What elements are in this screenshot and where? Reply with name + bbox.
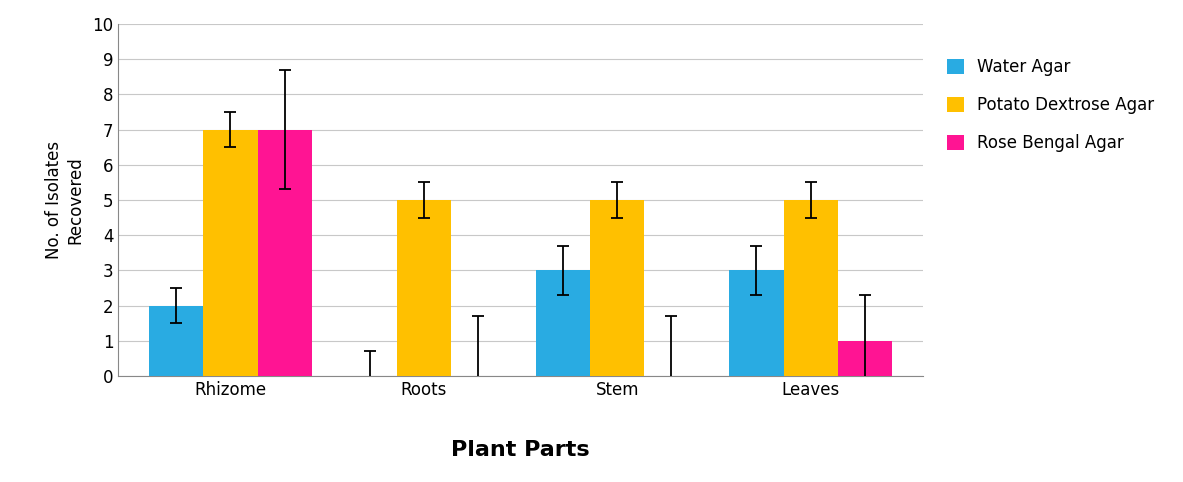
Bar — [203, 130, 258, 376]
Bar — [536, 270, 590, 376]
Bar — [730, 270, 783, 376]
Bar — [590, 200, 645, 376]
Legend: Water Agar, Potato Dextrose Agar, Rose Bengal Agar: Water Agar, Potato Dextrose Agar, Rose B… — [939, 50, 1163, 161]
Bar — [258, 130, 311, 376]
Bar — [783, 200, 838, 376]
X-axis label: Plant Parts: Plant Parts — [451, 441, 590, 460]
Y-axis label: No. of Isolates
Recovered: No. of Isolates Recovered — [45, 141, 84, 259]
Bar — [396, 200, 451, 376]
Bar — [838, 341, 892, 376]
Bar — [149, 306, 203, 376]
